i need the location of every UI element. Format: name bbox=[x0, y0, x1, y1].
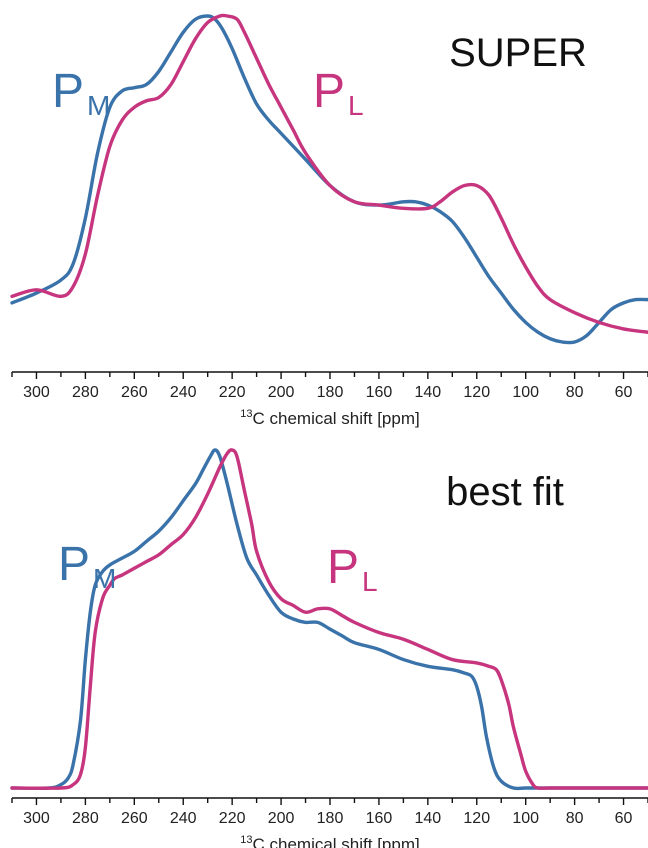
chart2-tick-label: 80 bbox=[566, 810, 584, 827]
chart1-tick-label: 160 bbox=[366, 384, 393, 401]
chart2-tick-label: 260 bbox=[121, 810, 148, 827]
chart1-x-axis-label: 13C chemical shift [ppm] bbox=[240, 408, 419, 428]
chart2-tick-label: 180 bbox=[317, 810, 344, 827]
chart2-tick-label: 200 bbox=[268, 810, 295, 827]
chart1-tick-label: 60 bbox=[615, 384, 633, 401]
chart1-tick-label: 100 bbox=[512, 384, 539, 401]
chart2-tick-label: 60 bbox=[615, 810, 633, 827]
chart2-annotation: best fit bbox=[446, 470, 564, 514]
chart2-tick-label: 220 bbox=[219, 810, 246, 827]
chart1-tick-label: 180 bbox=[317, 384, 344, 401]
chart2-series-l-line bbox=[10, 448, 648, 790]
chart2-tick-label: 300 bbox=[23, 810, 50, 827]
chart1-tick-label: 200 bbox=[268, 384, 295, 401]
chart1-series-l-line bbox=[10, 13, 648, 334]
chart2-tick-label: 280 bbox=[72, 810, 99, 827]
chart1-tick-label: 280 bbox=[72, 384, 99, 401]
chart2-tick-label: 160 bbox=[366, 810, 393, 827]
chart1-tick-label: 80 bbox=[566, 384, 584, 401]
chart1-tick-label: 240 bbox=[170, 384, 197, 401]
chart2-x-axis-label: 13C chemical shift [ppm] bbox=[240, 834, 419, 848]
chart1-tick-label: 260 bbox=[121, 384, 148, 401]
chart1-annotation: SUPER bbox=[449, 31, 587, 75]
chart2-tick-label: 120 bbox=[463, 810, 490, 827]
chart1-tick-label: 140 bbox=[414, 384, 441, 401]
chart2-tick-label: 140 bbox=[414, 810, 441, 827]
chart1-tick-label: 120 bbox=[463, 384, 490, 401]
chart2-series-m-line bbox=[10, 448, 648, 791]
chart2-tick-label: 100 bbox=[512, 810, 539, 827]
chart2-tick-label: 240 bbox=[170, 810, 197, 827]
chart1-tick-label: 300 bbox=[23, 384, 50, 401]
chart1-tick-label: 220 bbox=[219, 384, 246, 401]
